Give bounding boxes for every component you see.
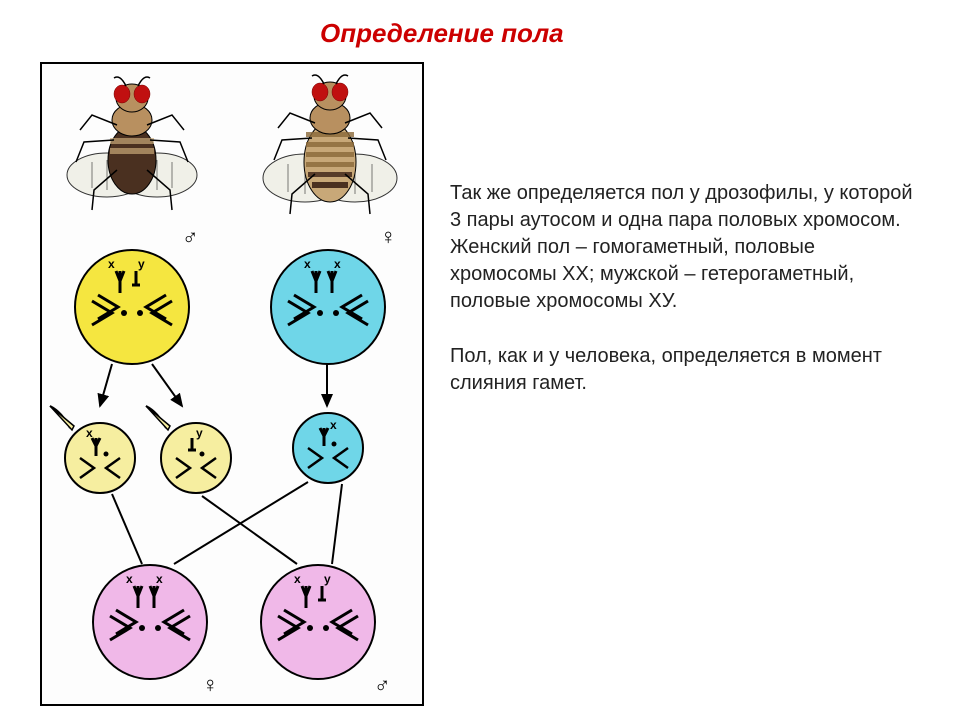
female-diploid-cell: х х xyxy=(270,249,386,365)
chrom-y-label: у xyxy=(138,257,145,271)
paragraph-2: Пол, как и у человека, определяется в мо… xyxy=(450,343,920,397)
page-title: Определение пола xyxy=(320,18,564,49)
sperm-x: х xyxy=(64,422,136,494)
sperm-x-label: х xyxy=(86,426,93,440)
sperm-y: у xyxy=(160,422,232,494)
egg-x: х xyxy=(292,412,364,484)
male-diploid-cell: х у xyxy=(74,249,190,365)
explanatory-text: Так же определяется пол у дрозофилы, у к… xyxy=(450,180,920,397)
off-m-x: х xyxy=(294,572,301,586)
diagram-frame: ♂ ♀ х у х х xyxy=(40,62,424,706)
male-symbol-offspring: ♂ xyxy=(374,672,391,698)
chrom-x-label: х xyxy=(108,257,115,271)
chrom-x-label-f2: х xyxy=(334,257,341,271)
off-f-x2: х xyxy=(156,572,163,586)
egg-x-label: х xyxy=(330,418,337,432)
off-f-x1: х xyxy=(126,572,133,586)
fly-male xyxy=(62,70,202,220)
paragraph-1: Так же определяется пол у дрозофилы, у к… xyxy=(450,180,920,315)
male-symbol-parent: ♂ xyxy=(182,224,199,250)
off-m-y: у xyxy=(324,572,331,586)
offspring-female-cell: х х xyxy=(92,564,208,680)
female-symbol-offspring: ♀ xyxy=(202,672,219,698)
fly-female xyxy=(260,70,400,220)
female-symbol-parent: ♀ xyxy=(380,224,397,250)
chrom-x-label-f1: х xyxy=(304,257,311,271)
sperm-y-label: у xyxy=(196,426,203,440)
offspring-male-cell: х у xyxy=(260,564,376,680)
